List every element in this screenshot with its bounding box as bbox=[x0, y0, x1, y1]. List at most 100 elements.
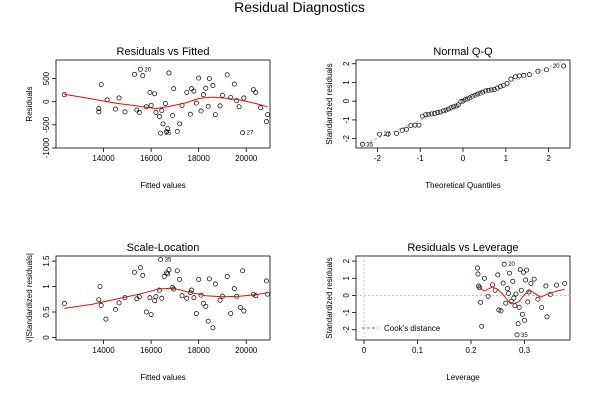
data-point bbox=[98, 302, 104, 308]
data-point bbox=[193, 100, 199, 106]
data-point bbox=[177, 121, 183, 127]
data-point bbox=[455, 102, 461, 108]
data-point bbox=[544, 314, 550, 320]
y-tick-label: -1 bbox=[342, 116, 351, 124]
data-point bbox=[116, 95, 122, 101]
data-point bbox=[515, 321, 521, 327]
data-point bbox=[212, 281, 218, 287]
data-point bbox=[562, 280, 568, 286]
data-point bbox=[189, 86, 194, 92]
data-point bbox=[160, 121, 166, 127]
y-axis-label: √|Standardized residuals| bbox=[25, 253, 34, 343]
data-point bbox=[508, 76, 514, 82]
data-point bbox=[156, 287, 162, 293]
y-tick-label: 0 bbox=[42, 335, 51, 340]
data-point bbox=[488, 87, 494, 93]
outlier-label: 20 bbox=[508, 262, 515, 268]
data-point bbox=[147, 89, 153, 95]
data-point bbox=[61, 300, 67, 306]
x-tick-label: 0.1 bbox=[412, 346, 424, 355]
y-tick-label: 0.5 bbox=[42, 306, 51, 318]
data-point bbox=[513, 291, 519, 297]
chart-panel-3: Scale-Location 14000 16000 18000 20000 0 0.5 1 1… bbox=[25, 242, 271, 382]
data-point bbox=[196, 75, 202, 81]
data-point bbox=[531, 276, 537, 282]
data-point bbox=[506, 290, 511, 296]
data-point bbox=[132, 269, 137, 275]
data-point bbox=[153, 294, 159, 300]
data-point bbox=[253, 89, 259, 95]
data-point bbox=[189, 287, 194, 293]
smooth-line bbox=[477, 285, 565, 305]
data-point bbox=[240, 268, 246, 274]
x-tick-label: 0 bbox=[362, 346, 367, 355]
data-point bbox=[377, 131, 382, 137]
x-axis-label: Theoretical Quantiles bbox=[425, 181, 501, 190]
outlier-label: 20 bbox=[553, 64, 560, 70]
data-point bbox=[514, 332, 520, 338]
data-point bbox=[177, 276, 183, 282]
data-point bbox=[394, 130, 400, 136]
outlier-label: 20 bbox=[144, 67, 151, 73]
chart-title: Residuals vs Fitted bbox=[117, 46, 210, 58]
y-tick-label: 0 bbox=[342, 293, 351, 298]
data-point bbox=[203, 303, 209, 309]
data-point bbox=[191, 295, 197, 301]
data-point bbox=[448, 105, 454, 111]
data-point bbox=[206, 76, 212, 81]
data-point bbox=[165, 126, 171, 131]
y-tick-label: -2 bbox=[342, 135, 351, 143]
data-point bbox=[404, 126, 409, 132]
data-point bbox=[501, 261, 507, 267]
data-point bbox=[137, 66, 143, 72]
data-point bbox=[429, 111, 435, 117]
data-point bbox=[524, 267, 530, 273]
data-point bbox=[132, 71, 137, 77]
data-point bbox=[158, 130, 164, 136]
data-point bbox=[200, 92, 206, 98]
data-point bbox=[174, 128, 180, 134]
data-point bbox=[510, 278, 516, 284]
data-point bbox=[122, 109, 128, 115]
data-point bbox=[140, 272, 146, 278]
data-point bbox=[521, 72, 527, 78]
data-point bbox=[166, 267, 172, 273]
data-point bbox=[423, 112, 429, 118]
x-tick-label: -2 bbox=[374, 154, 382, 163]
outlier-label: 35 bbox=[165, 258, 172, 264]
data-point bbox=[408, 123, 414, 128]
outlier-label: 27 bbox=[384, 132, 391, 138]
x-tick-label: 0.3 bbox=[519, 346, 531, 355]
data-point bbox=[137, 265, 143, 271]
data-point bbox=[472, 92, 478, 98]
chart-title: Normal Q-Q bbox=[433, 46, 493, 58]
x-axis-label: Fitted values bbox=[140, 181, 185, 190]
x-tick-label: 2 bbox=[546, 154, 551, 163]
outlier-label: 35 bbox=[165, 131, 172, 137]
data-point bbox=[231, 81, 237, 87]
y-tick-label: 2 bbox=[342, 258, 351, 263]
data-point bbox=[236, 104, 242, 110]
data-point bbox=[474, 265, 480, 271]
data-point bbox=[516, 304, 522, 310]
data-point bbox=[445, 106, 451, 112]
legend-entry: Cook's distance bbox=[384, 324, 441, 333]
data-point bbox=[143, 309, 149, 315]
data-point bbox=[153, 109, 159, 115]
data-point bbox=[198, 108, 204, 114]
x-tick-label: 16000 bbox=[140, 346, 163, 355]
x-tick-label: 0 bbox=[461, 154, 466, 163]
data-point bbox=[147, 295, 153, 301]
figure-title: Residual Diagnostics bbox=[234, 0, 365, 15]
data-point bbox=[263, 278, 269, 284]
data-point bbox=[494, 85, 500, 91]
data-point bbox=[240, 130, 246, 136]
data-point bbox=[475, 271, 481, 277]
data-point bbox=[210, 325, 216, 331]
data-point bbox=[206, 276, 212, 282]
y-tick-label: 1 bbox=[42, 284, 51, 289]
data-point bbox=[148, 102, 154, 108]
data-point bbox=[152, 298, 158, 304]
data-point bbox=[399, 127, 405, 133]
data-point bbox=[170, 113, 175, 119]
